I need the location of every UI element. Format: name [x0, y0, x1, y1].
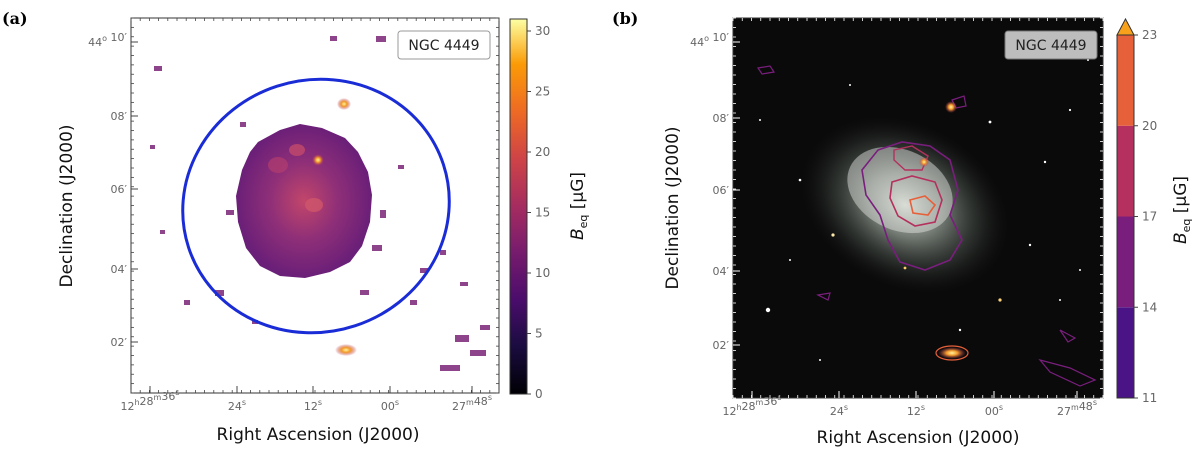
panel-label-a: (a) — [2, 9, 28, 28]
y-tick-label: 06′ — [111, 183, 128, 196]
object-label-box-a: NGC 4449 — [397, 30, 491, 60]
colorbar-a-tick-label: 25 — [535, 85, 550, 99]
y-axis-title-a: Declination (J2000) — [57, 124, 77, 287]
colorbar-a-tick-label: 0 — [535, 387, 543, 401]
object-label-b: NGC 4449 — [1015, 38, 1086, 54]
compact-source-north-b — [945, 101, 957, 113]
y-tick-label: 02′ — [111, 336, 128, 349]
object-label-box-b: NGC 4449 — [1004, 30, 1098, 60]
y-tick-label: 02′ — [713, 339, 730, 352]
noise-patches-a — [150, 36, 490, 371]
colorbar-a-tick-label: 5 — [535, 327, 543, 341]
colorbar-b-tick-label: 20 — [1142, 119, 1157, 133]
compact-source-north-a — [337, 98, 351, 110]
x-tick-label: 12h28m36s — [120, 388, 179, 413]
colorbar-b-tick-label: 17 — [1142, 210, 1157, 224]
aperture-ellipse — [181, 77, 451, 335]
colorbar-b-segment — [1117, 125, 1134, 217]
x-tick-label: 00s — [381, 398, 399, 413]
compact-source-b1 — [919, 157, 929, 167]
panel-b-ticks: 12h28m36s 24s 12s 00s 27m48s 44o 10′ 08′ 06′ 04′… — [690, 17, 1104, 418]
panel-label-b: (b) — [612, 9, 638, 28]
colorbar-b-segment — [1117, 35, 1134, 126]
colorbar-b-ticks: 11 14 17 20 23 — [1134, 28, 1157, 405]
y-tick-label: 04′ — [713, 265, 730, 278]
panel-b-image — [733, 18, 1103, 398]
y-tick-label: 06′ — [713, 184, 730, 197]
y-tick-label: 44o 10′ — [690, 31, 729, 49]
colorbar-a-ticks: 0 5 10 15 20 25 30 — [527, 24, 550, 401]
panel-a-ticks: 12h28m36s 24s 12s 00s 27m48s 44o 10′ 08′ 06′ 04′… — [88, 17, 500, 413]
compact-source-south-b — [938, 347, 966, 359]
panel-a-image — [131, 18, 499, 393]
x-tick-label: 12s — [304, 398, 322, 413]
y-tick-label: 08′ — [111, 110, 128, 123]
x-tick-label: 24s — [228, 398, 246, 413]
colorbar-b-segment — [1117, 216, 1134, 308]
y-tick-label: 08′ — [713, 112, 730, 125]
y-tick-label: 44o 10′ — [88, 31, 127, 49]
x-tick-label: 27m48s — [1057, 398, 1097, 418]
compact-source-south-a — [335, 344, 357, 356]
colorbar-a-tick-label: 20 — [535, 145, 550, 159]
x-tick-label: 12s — [907, 403, 925, 418]
colorbar-b-extend-arrow — [1116, 17, 1135, 36]
x-axis-title-a: Right Ascension (J2000) — [217, 425, 420, 445]
colorbar-b-tick-label: 14 — [1142, 300, 1157, 314]
colorbar-b-tick-label: 23 — [1142, 28, 1157, 42]
colorbar-b-title: Beq [μG] — [1171, 176, 1193, 244]
x-tick-label: 27m48s — [452, 393, 492, 413]
x-tick-label: 24s — [830, 403, 848, 418]
colorbar-b — [1116, 17, 1135, 399]
colorbar-a-tick-label: 15 — [535, 206, 550, 220]
colorbar-a-tick-label: 10 — [535, 266, 550, 280]
emission-peak — [312, 154, 324, 166]
object-label-a: NGC 4449 — [408, 38, 479, 54]
colorbar-a-title: Beq [μG] — [568, 172, 590, 240]
colorbar-b-tick-label: 11 — [1142, 391, 1157, 405]
x-tick-label: 00s — [985, 403, 1003, 418]
x-tick-label: 12h28m36s — [722, 393, 781, 418]
colorbar-b-segment — [1117, 307, 1134, 398]
field-stars — [759, 59, 1089, 361]
x-axis-title-b: Right Ascension (J2000) — [817, 428, 1020, 448]
colorbar-a — [509, 18, 528, 395]
y-axis-title-b: Declination (J2000) — [663, 126, 683, 289]
colorbar-a-tick-label: 30 — [535, 24, 550, 38]
y-tick-label: 04′ — [111, 263, 128, 276]
